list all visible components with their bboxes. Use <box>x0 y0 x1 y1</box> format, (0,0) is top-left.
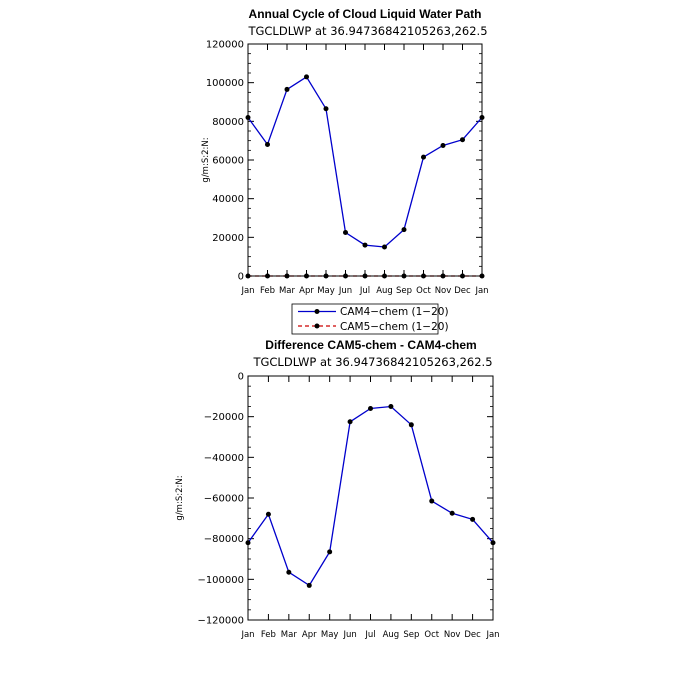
bottom-chart-point-0 <box>470 516 476 522</box>
bottom-chart-ytick-label: −20000 <box>204 412 244 423</box>
top-chart-point-0 <box>343 230 348 235</box>
top-chart-point-0 <box>265 142 270 148</box>
bottom-chart-ytick-label: −60000 <box>204 494 244 505</box>
top-chart-xtick-label: May <box>317 286 335 296</box>
top-chart-xtick-label: Dec <box>454 286 471 296</box>
top-chart-ylabel: g/m:S:2:N: <box>201 137 211 182</box>
top-chart-xtick-label: Mar <box>279 286 296 296</box>
bottom-chart-frame <box>247 375 494 621</box>
top-chart-ytick-label: 80000 <box>212 117 244 128</box>
bottom-chart-point-0 <box>368 406 373 412</box>
bottom-chart-ytick-label: −40000 <box>204 453 244 464</box>
bottom-chart-ytick-label: −100000 <box>197 575 244 586</box>
top-chart-point-0 <box>323 106 329 112</box>
bottom-chart-ytick-label: −80000 <box>204 534 244 545</box>
bottom-chart-point-0 <box>347 419 353 425</box>
top-chart-subtitle: TGCLDLWP at 36.94736842105263,262.5 <box>247 24 487 38</box>
bottom-chart-title: Difference CAM5-chem - CAM4-chem <box>265 338 476 352</box>
top-chart-xtick-label: Jan <box>474 286 488 296</box>
bottom-chart-point-0 <box>286 569 292 575</box>
bottom-chart-xtick-label: Jan <box>485 630 499 640</box>
top-chart-ytick-label: 100000 <box>206 78 244 89</box>
legend-box <box>291 303 439 335</box>
top-chart-point-0 <box>284 86 290 92</box>
top-chart-frame <box>247 43 483 277</box>
top-chart-xtick-label: Sep <box>396 286 412 296</box>
legend-label-cam4: CAM4−chem (1−20) <box>340 306 449 318</box>
top-chart-xtick-label: Jan <box>240 286 254 296</box>
bottom-chart-point-0 <box>429 498 435 504</box>
top-chart-xtick-label: Nov <box>435 286 452 296</box>
top-chart-title: Annual Cycle of Cloud Liquid Water Path <box>249 7 482 21</box>
bottom-chart-xtick-label: Aug <box>383 630 400 640</box>
top-chart-point-0 <box>421 154 426 160</box>
top-chart-ytick-label: 60000 <box>212 156 244 167</box>
top-chart-ytick-label: 0 <box>238 272 244 283</box>
legend-marker-cam4 <box>314 309 320 314</box>
top-chart-xtick-label: Aug <box>376 286 393 296</box>
bottom-chart-point-0 <box>408 422 414 428</box>
top-chart-xtick-label: Jun <box>338 286 352 296</box>
bottom-chart-xtick-label: Jan <box>240 630 254 640</box>
top-chart-point-0 <box>440 143 446 148</box>
bottom-chart: Difference CAM5-chem - CAM4-chem TGCLDLW… <box>175 338 500 640</box>
top-chart-ytick-label: 20000 <box>212 233 244 244</box>
bottom-chart-series-line-0 <box>247 405 494 587</box>
top-chart-xtick-label: Apr <box>299 286 314 296</box>
legend: CAM4−chem (1−20) CAM5−chem (1−20) <box>291 303 449 335</box>
top-chart-point-0 <box>362 242 368 248</box>
top-chart-point-0 <box>401 227 407 233</box>
bottom-chart-ytick-label: −120000 <box>197 616 244 627</box>
bottom-chart-xtick-label: Sep <box>403 630 419 640</box>
bottom-chart-ytick-label: 0 <box>238 372 244 383</box>
bottom-chart-xtick-label: Jul <box>364 630 375 640</box>
bottom-chart-point-0 <box>449 510 455 516</box>
top-chart-xtick-label: Feb <box>260 286 275 296</box>
bottom-chart-xtick-label: Apr <box>302 630 317 640</box>
top-chart-series-line-0 <box>247 75 483 248</box>
top-chart: Annual Cycle of Cloud Liquid Water Path … <box>201 7 489 296</box>
bottom-chart-xtick-label: Dec <box>464 630 481 640</box>
top-chart-point-0 <box>304 74 309 80</box>
bottom-chart-point-0 <box>265 511 271 517</box>
bottom-chart-xtick-label: Feb <box>261 630 276 640</box>
bottom-chart-point-0 <box>327 549 333 555</box>
bottom-chart-xtick-label: Mar <box>281 630 298 640</box>
bottom-chart-xtick-label: Nov <box>444 630 461 640</box>
top-chart-ytick-label: 40000 <box>212 194 244 205</box>
top-chart-ytick-label: 120000 <box>206 40 244 51</box>
top-chart-point-0 <box>382 244 387 250</box>
bottom-chart-xtick-label: Oct <box>424 630 439 640</box>
top-chart-xtick-label: Oct <box>416 286 431 296</box>
bottom-chart-point-0 <box>388 404 394 409</box>
legend-marker-cam5 <box>314 323 320 329</box>
top-chart-point-0 <box>460 137 465 143</box>
bottom-chart-point-0 <box>306 582 312 588</box>
bottom-chart-subtitle: TGCLDLWP at 36.94736842105263,262.5 <box>252 355 492 369</box>
bottom-chart-xtick-label: Jun <box>342 630 356 640</box>
top-chart-xtick-label: Jul <box>359 286 370 296</box>
bottom-chart-xtick-label: May <box>321 630 339 640</box>
legend-label-cam5: CAM5−chem (1−20) <box>340 321 449 333</box>
bottom-chart-ylabel: g/m:S:2:N: <box>175 475 185 520</box>
